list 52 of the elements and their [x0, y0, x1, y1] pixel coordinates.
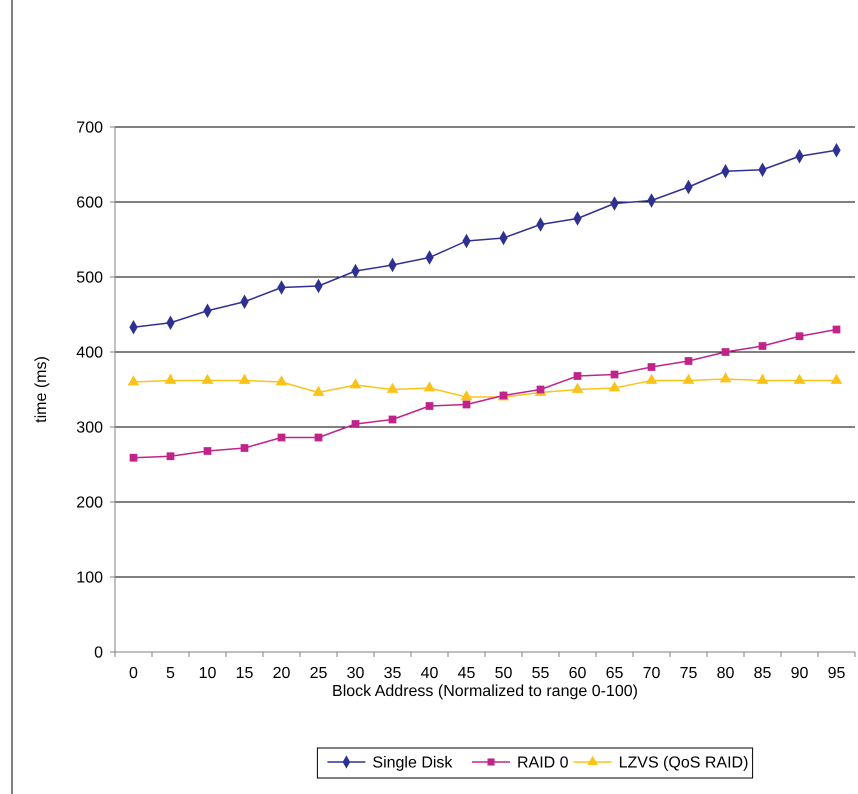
x-tick-label: 45: [458, 665, 476, 682]
point: [240, 444, 248, 452]
point: [314, 434, 322, 442]
point: [574, 372, 582, 380]
x-axis-title: Block Address (Normalized to range 0-100): [332, 683, 638, 700]
point: [758, 342, 766, 350]
point: [684, 357, 692, 365]
x-tick-label: 50: [494, 665, 512, 682]
x-tick-label: 55: [532, 665, 550, 682]
x-tick-label: 95: [828, 665, 846, 682]
point: [796, 332, 804, 340]
point: [426, 402, 434, 410]
x-tick-label: 85: [754, 665, 772, 682]
point: [204, 447, 212, 455]
x-tick-label: 20: [272, 665, 290, 682]
point: [388, 416, 396, 424]
legend-label: Single Disk: [372, 754, 454, 772]
x-tick-label: 90: [790, 665, 808, 682]
x-tick-label: 35: [384, 665, 402, 682]
legend-label: LZVS (QoS RAID): [618, 754, 748, 772]
y-tick-label: 600: [76, 194, 104, 212]
point: [536, 386, 544, 394]
x-tick-label: 75: [680, 665, 698, 682]
point: [610, 370, 618, 378]
x-tick-label: 40: [420, 665, 438, 682]
point: [130, 454, 138, 462]
point: [722, 348, 730, 356]
point: [832, 326, 840, 334]
y-tick-label: 700: [76, 120, 104, 137]
point: [648, 363, 656, 371]
y-tick-label: 500: [76, 270, 104, 287]
x-tick-label: 25: [310, 665, 328, 682]
x-tick-label: 0: [129, 665, 138, 682]
x-tick-label: 15: [236, 665, 254, 682]
point: [352, 420, 360, 428]
y-tick-label: 300: [76, 420, 104, 437]
x-tick-label: 30: [346, 665, 364, 682]
y-tick-label: 200: [76, 494, 104, 512]
point: [166, 452, 174, 460]
y-tick-label: 400: [76, 344, 104, 362]
y-tick-label: 100: [76, 570, 104, 587]
x-tick-label: 5: [166, 665, 176, 682]
x-tick-label: 65: [606, 665, 624, 682]
y-axis-title: time (ms): [33, 356, 50, 423]
point: [462, 400, 470, 408]
x-tick-label: 80: [716, 665, 734, 682]
x-tick-label: 70: [642, 665, 660, 682]
x-tick-label: 60: [568, 665, 586, 682]
y-tick-label: 0: [94, 644, 104, 662]
legend-label: RAID 0: [517, 754, 569, 772]
point: [278, 434, 286, 442]
x-tick-label: 10: [198, 665, 216, 682]
